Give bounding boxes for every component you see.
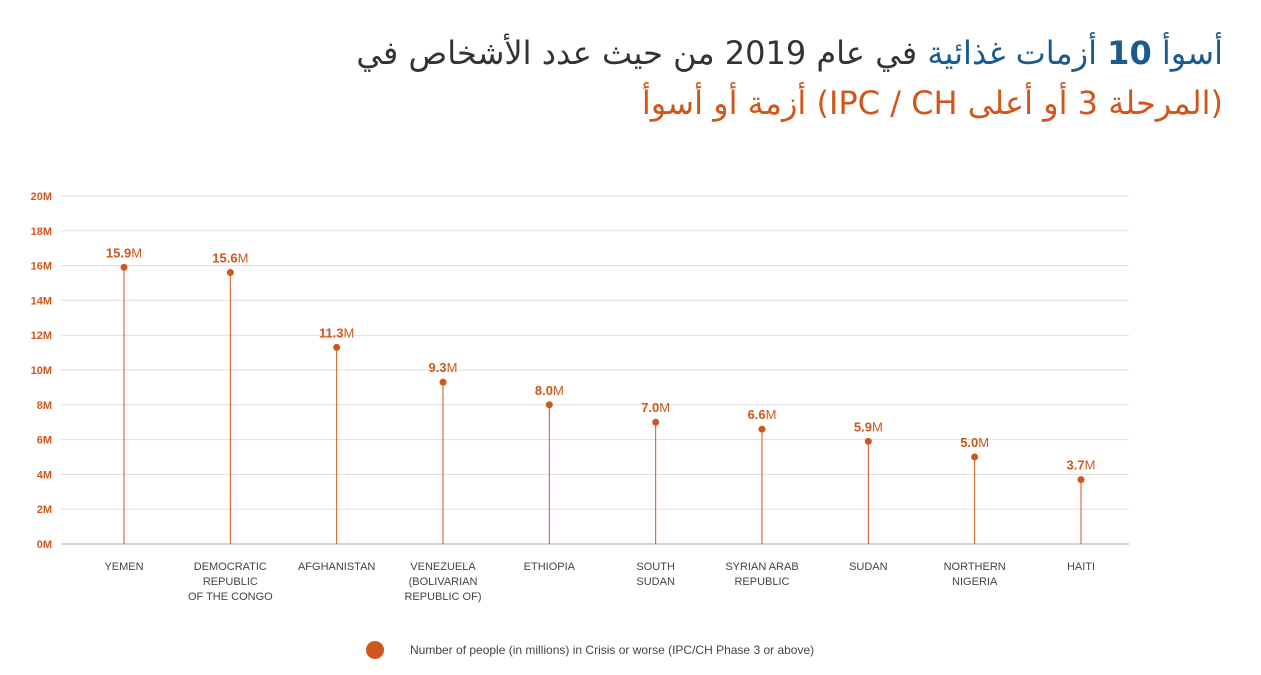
chart-title: أسوأ 10 أزمات غذائية في عام 2019 من حيث … [40, 28, 1223, 128]
y-tick-label: 2M [37, 504, 52, 516]
x-tick-label: YEMEN [104, 561, 143, 573]
value-label: 8.0M [535, 383, 564, 398]
value-label: 9.3M [429, 360, 458, 375]
data-point [333, 343, 341, 351]
data-point [971, 453, 979, 461]
data-point [120, 263, 128, 271]
x-tick-label: SUDAN [849, 561, 888, 573]
y-tick-label: 0M [37, 539, 52, 551]
title-line-1: أسوأ 10 أزمات غذائية في عام 2019 من حيث … [40, 28, 1223, 78]
x-tick-label: HAITI [1067, 561, 1095, 573]
x-tick-label: SOUTH SUDAN [636, 561, 675, 588]
y-tick-label: 10M [31, 365, 52, 377]
y-tick-label: 6M [37, 435, 52, 447]
y-tick-label: 20M [31, 191, 52, 203]
x-tick-label: NORTHERN NIGERIA [944, 561, 1006, 588]
value-label: 5.0M [960, 435, 989, 450]
title-rest: في عام 2019 من حيث عدد الأشخاص في [356, 34, 928, 72]
y-tick-label: 18M [31, 226, 52, 238]
data-point [652, 418, 660, 426]
x-tick-label: VENEZUELA (BOLIVARIAN REPUBLIC OF) [404, 561, 481, 603]
data-point [545, 401, 553, 409]
value-label: 7.0M [641, 400, 670, 415]
legend: Number of people (in millions) in Crisis… [366, 641, 814, 659]
data-point [864, 437, 872, 445]
x-tick-label: AFGHANISTAN [298, 561, 375, 573]
value-label: 6.6M [748, 407, 777, 422]
y-tick-label: 4M [37, 469, 52, 481]
value-label: 3.7M [1067, 458, 1096, 473]
value-label: 15.9M [106, 245, 142, 260]
data-point [758, 425, 766, 433]
x-tick-label: DEMOCRATIC REPUBLIC OF THE CONGO [188, 561, 273, 603]
value-label: 5.9M [854, 419, 883, 434]
y-tick-label: 12M [31, 330, 52, 342]
x-tick-label: SYRIAN ARAB REPUBLIC [725, 561, 798, 588]
x-tick-label: ETHIOPIA [524, 561, 576, 573]
data-point [439, 378, 447, 386]
legend-marker [366, 641, 384, 659]
title-pre: أسوأ [1151, 34, 1223, 72]
legend-label: Number of people (in millions) in Crisis… [410, 643, 815, 657]
title-highlight: أزمات غذائية [927, 34, 1108, 72]
y-tick-label: 16M [31, 261, 52, 273]
title-line-2: (المرحلة 3 أو أعلى IPC / CH) أزمة أو أسو… [641, 84, 1223, 122]
y-tick-label: 14M [31, 295, 52, 307]
data-point [1077, 476, 1085, 484]
data-point [226, 269, 234, 277]
value-label: 11.3M [319, 325, 354, 340]
value-label: 15.6M [212, 251, 248, 266]
y-tick-label: 8M [37, 400, 52, 412]
title-number: 10 [1107, 34, 1152, 72]
